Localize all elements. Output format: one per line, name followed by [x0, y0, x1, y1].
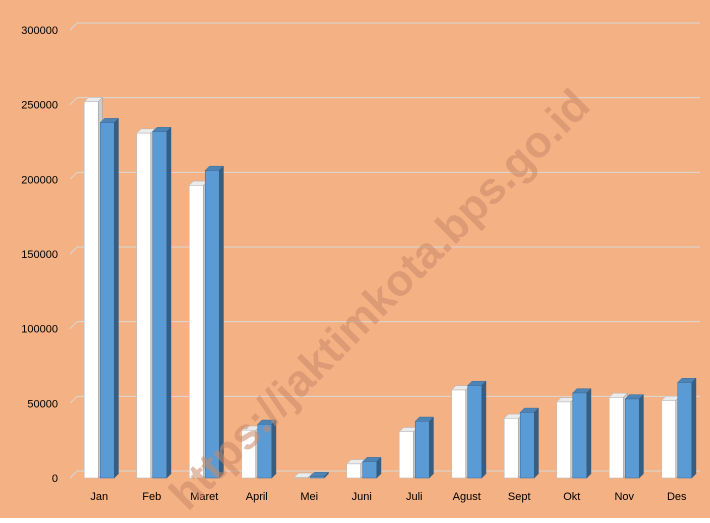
bar-side [376, 456, 382, 479]
x-tick-label: Agust [453, 491, 481, 503]
bar-front [556, 401, 572, 479]
bar-front [608, 397, 624, 479]
gridline-diagonal [69, 395, 78, 404]
x-tick-label: Feb [142, 491, 161, 503]
bar-side [691, 377, 697, 479]
bar-front [467, 385, 483, 479]
bar-side [308, 472, 313, 479]
gridlines [69, 22, 700, 479]
bar [661, 395, 681, 479]
x-axis-ticks: Jan Feb Maret April Mei Juni Juli Agust Sept Okt N… [90, 491, 687, 503]
bar [467, 380, 487, 479]
gridline-diagonal [69, 171, 78, 180]
x-tick-label: Maret [190, 491, 218, 503]
bar-front [99, 122, 115, 479]
bar-front [346, 463, 362, 479]
bar [398, 426, 419, 479]
y-axis-ticks: 0 50000 100000 150000 200000 250000 300000 [21, 25, 58, 485]
gridline-diagonal [69, 22, 78, 31]
bar-side [219, 165, 224, 479]
y-tick-label: 50000 [27, 398, 58, 410]
bar-side [114, 117, 119, 479]
y-tick-label: 250000 [21, 100, 58, 112]
bar [136, 128, 156, 479]
bar-side [429, 416, 434, 479]
bar [519, 407, 540, 479]
bar [451, 385, 471, 479]
bar-front [414, 420, 430, 479]
bar-side [324, 471, 329, 479]
bar [99, 117, 120, 479]
y-tick-label: 200000 [21, 174, 58, 186]
x-tick-label: Okt [563, 491, 580, 503]
x-tick-label: Des [667, 491, 687, 503]
gridline-diagonal [69, 97, 78, 106]
x-tick-label: Juli [406, 491, 423, 503]
bar [362, 456, 382, 479]
bar-front [661, 400, 677, 479]
y-tick-label: 300000 [21, 25, 58, 37]
bar-front [398, 431, 414, 479]
x-tick-label: Juni [352, 491, 372, 503]
bar [608, 392, 629, 479]
x-tick-label: Sept [508, 491, 531, 503]
bar [503, 413, 524, 479]
x-tick-label: Nov [614, 491, 634, 503]
bar-front [519, 411, 535, 479]
y-tick-label: 150000 [21, 249, 58, 261]
bar-front [152, 131, 168, 479]
bar [572, 388, 592, 479]
bar-side [271, 419, 277, 479]
bar [188, 180, 209, 479]
bar-side [534, 407, 539, 479]
bar [293, 472, 314, 479]
bar [309, 471, 330, 479]
bar [346, 459, 366, 479]
x-tick-label: April [246, 491, 268, 503]
y-tick-label: 100000 [21, 324, 58, 336]
bar [204, 165, 225, 479]
gridline-diagonal [69, 321, 78, 330]
bar [677, 377, 697, 479]
bar-side [481, 380, 487, 479]
bar [257, 419, 277, 479]
bar-front [677, 382, 693, 479]
bar-side [166, 126, 172, 479]
bar [152, 126, 172, 479]
bar-front [362, 461, 378, 479]
bar-front [572, 392, 588, 479]
gridline-diagonal [69, 246, 78, 255]
bar [83, 96, 104, 479]
bar-front [451, 389, 467, 479]
bars [83, 96, 697, 479]
x-tick-label: Mei [300, 491, 318, 503]
y-tick-label: 0 [52, 473, 58, 485]
gridline-diagonal [69, 470, 78, 479]
bar-front [188, 185, 204, 479]
bar-side [586, 388, 592, 479]
bar-front [624, 398, 640, 479]
bar [556, 397, 576, 479]
bar-side [639, 394, 644, 479]
bar-front [83, 101, 99, 479]
bar-front [503, 417, 519, 479]
bar-front [136, 132, 152, 479]
bar [624, 394, 645, 479]
bar [414, 416, 435, 479]
x-tick-label: Jan [90, 491, 108, 503]
